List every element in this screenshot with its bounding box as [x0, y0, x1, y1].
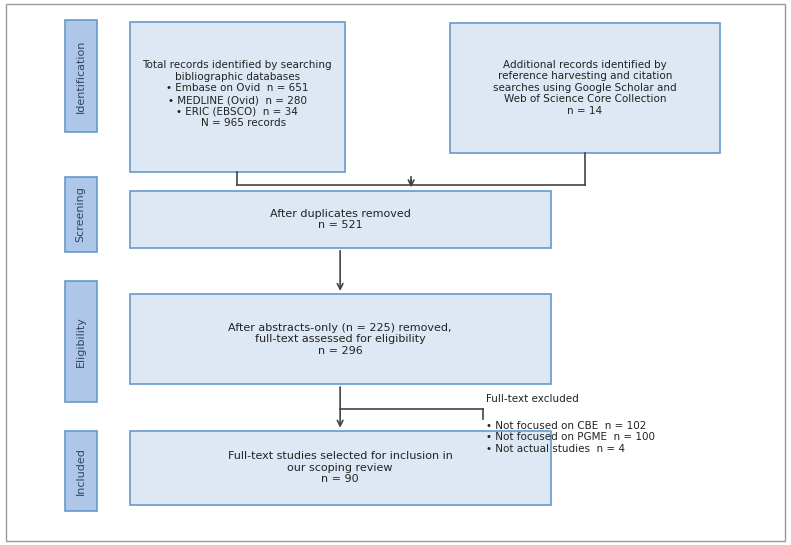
Text: Total records identified by searching
bibliographic databases
• Embase on Ovid  : Total records identified by searching bi… [142, 60, 332, 128]
FancyBboxPatch shape [130, 22, 345, 172]
FancyBboxPatch shape [65, 20, 97, 132]
FancyBboxPatch shape [65, 177, 97, 252]
Text: Screening: Screening [76, 186, 85, 242]
Text: After abstracts-only (n = 225) removed,
full-text assessed for eligibility
n = 2: After abstracts-only (n = 225) removed, … [229, 323, 452, 356]
FancyBboxPatch shape [130, 191, 551, 248]
Text: Full-text studies selected for inclusion in
our scoping review
n = 90: Full-text studies selected for inclusion… [228, 451, 452, 485]
FancyBboxPatch shape [65, 281, 97, 402]
Text: • Not focused on CBE  n = 102
• Not focused on PGME  n = 100
• Not actual studie: • Not focused on CBE n = 102 • Not focus… [486, 421, 656, 454]
Text: Full-text excluded: Full-text excluded [486, 395, 579, 404]
Text: Included: Included [76, 447, 85, 495]
FancyBboxPatch shape [130, 431, 551, 505]
Text: Additional records identified by
reference harvesting and citation
searches usin: Additional records identified by referen… [493, 59, 677, 116]
Text: After duplicates removed
n = 521: After duplicates removed n = 521 [270, 209, 411, 230]
FancyBboxPatch shape [130, 294, 551, 384]
FancyBboxPatch shape [450, 23, 720, 153]
Text: Identification: Identification [76, 39, 85, 113]
Text: Eligibility: Eligibility [76, 316, 85, 367]
FancyBboxPatch shape [65, 431, 97, 511]
FancyBboxPatch shape [6, 4, 785, 541]
